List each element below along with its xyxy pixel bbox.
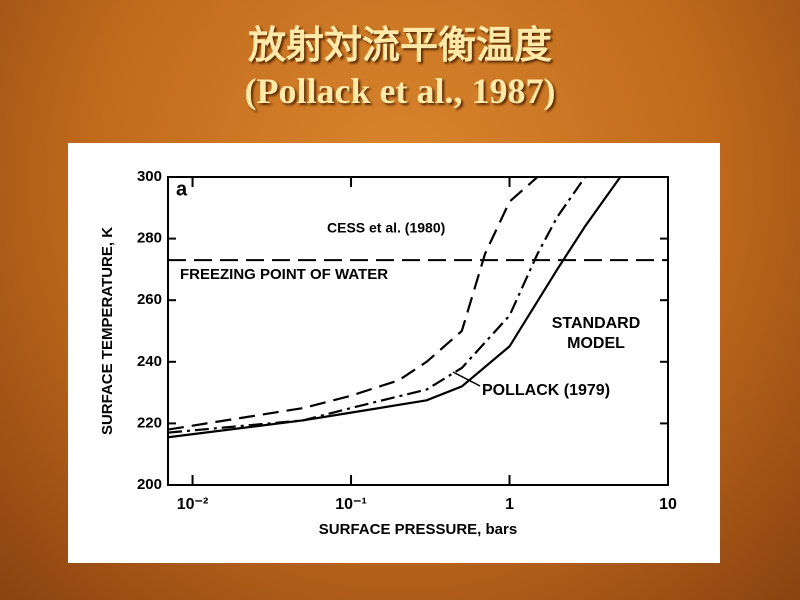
series-line — [168, 177, 622, 439]
x-tick-label: 10⁻¹ — [335, 496, 367, 513]
x-tick-label: 10 — [659, 496, 677, 513]
y-tick-label: 240 — [137, 353, 162, 370]
x-tick-label: 1 — [505, 496, 514, 513]
y-tick-label: 280 — [137, 230, 162, 247]
reference-label: FREEZING POINT OF WATER — [180, 266, 388, 283]
y-tick-label: 200 — [137, 476, 162, 493]
series-line — [168, 177, 539, 431]
plot-frame — [167, 176, 669, 486]
x-axis-label: SURFACE PRESSURE, bars — [319, 521, 517, 538]
x-tick-label: 10⁻² — [177, 496, 209, 513]
slide-title: 放射対流平衡温度 — [247, 22, 552, 67]
series-label: POLLACK (1979) — [482, 382, 610, 399]
y-tick-label: 220 — [137, 414, 162, 431]
series-line — [168, 177, 587, 434]
slide-subtitle: (Pollack et al., 1987) — [244, 71, 556, 111]
label-leader — [452, 371, 481, 387]
series-label: STANDARD MODEL — [551, 315, 641, 352]
panel-label: a — [176, 178, 188, 200]
chart-card — [68, 143, 720, 563]
y-tick-label: 300 — [137, 168, 162, 185]
series-label: CESS et al. (1980) — [327, 220, 445, 236]
y-tick-label: 260 — [137, 291, 162, 308]
y-axis-label: SURFACE TEMPERATURE, K — [99, 227, 116, 435]
